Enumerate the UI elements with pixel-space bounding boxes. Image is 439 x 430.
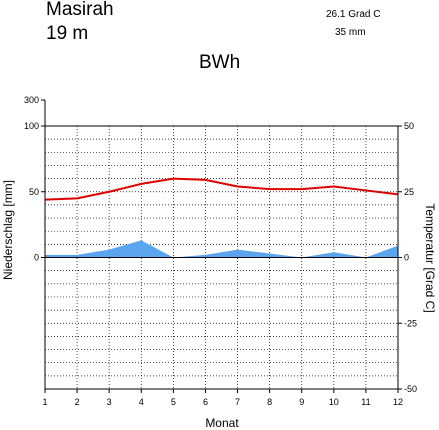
x-tick-label: 8 xyxy=(267,397,272,407)
x-tick-label: 7 xyxy=(235,397,240,407)
temperature-series xyxy=(44,177,399,201)
x-tick-label: 12 xyxy=(393,397,403,407)
x-tick-label: 11 xyxy=(361,397,370,407)
y-axis-label-right: Temperatur [Grad C] xyxy=(423,203,437,312)
y-tick-label-right: 25 xyxy=(404,187,414,197)
y-tick-label-right: -25 xyxy=(404,318,417,328)
grid xyxy=(45,126,398,389)
climate-classification: BWh xyxy=(199,52,240,73)
station-name: Masirah xyxy=(46,0,114,20)
x-tick-label: 2 xyxy=(75,397,80,407)
y-tick-label-right: 50 xyxy=(404,121,414,131)
y-tick-label-left: 100 xyxy=(24,121,39,131)
x-tick-label: 9 xyxy=(299,397,304,407)
temperature-line xyxy=(44,177,399,201)
y-tick-label-left: 0 xyxy=(34,253,39,263)
plot-frame xyxy=(41,99,402,393)
annual-precipitation: 35 mm xyxy=(335,27,366,38)
x-tick-label: 6 xyxy=(203,397,208,407)
x-tick-label: 5 xyxy=(171,397,176,407)
precipitation-series xyxy=(45,240,398,258)
x-tick-label: 1 xyxy=(42,397,47,407)
y-tick-label-left: 50 xyxy=(29,187,39,197)
x-tick-label: 3 xyxy=(107,397,112,407)
y-axis-label-left: Niederschlag [mm] xyxy=(1,180,15,280)
y-tick-label-right: 0 xyxy=(404,253,409,263)
y-tick-label-right: -50 xyxy=(404,384,417,394)
precipitation-area xyxy=(45,240,398,258)
x-tick-label: 4 xyxy=(139,397,144,407)
x-tick-label: 10 xyxy=(329,397,339,407)
station-elevation: 19 m xyxy=(46,23,88,44)
mean-temperature: 26.1 Grad C xyxy=(326,9,380,20)
y-tick-label-left-extra: 300 xyxy=(24,95,39,105)
x-axis-label: Monat xyxy=(205,416,239,430)
